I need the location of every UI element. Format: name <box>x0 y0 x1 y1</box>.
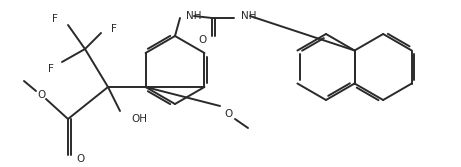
Text: OH: OH <box>131 114 147 124</box>
Text: F: F <box>48 64 54 74</box>
Text: O: O <box>199 35 207 45</box>
Text: O: O <box>37 90 45 100</box>
Text: NH: NH <box>186 11 201 21</box>
Text: F: F <box>111 24 117 34</box>
Text: O: O <box>224 109 232 119</box>
Text: F: F <box>52 14 58 24</box>
Text: NH: NH <box>241 11 256 21</box>
Text: O: O <box>76 154 84 164</box>
